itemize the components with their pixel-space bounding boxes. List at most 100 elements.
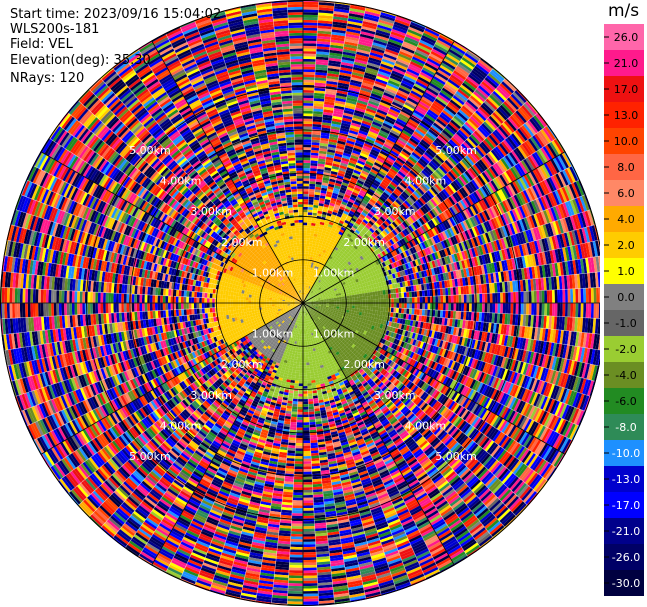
ppi-cell [317, 22, 333, 27]
ppi-cell [334, 153, 343, 158]
ppi-cell [440, 303, 444, 311]
ppi-cell [596, 303, 600, 319]
ppi-cell [320, 187, 328, 192]
ppi-cell [347, 92, 359, 98]
ppi-cell [356, 179, 365, 185]
ppi-cell [317, 158, 326, 162]
ppi-cell [303, 290, 305, 293]
ppi-cell [322, 241, 327, 245]
ppi-cell [502, 292, 506, 303]
ppi-cell [391, 303, 394, 308]
ppi-cell [317, 25, 333, 30]
ppi-cell [374, 80, 387, 88]
ppi-cell [434, 73, 448, 84]
ppi-cell [370, 168, 379, 175]
ppi-cell [307, 288, 309, 291]
ppi-cell [328, 138, 338, 143]
ppi-cell [305, 295, 307, 299]
ppi-cell [384, 87, 398, 95]
ppi-cell [311, 139, 321, 143]
ppi-cell [324, 244, 329, 249]
ppi-cell [398, 87, 411, 95]
ppi-cell [358, 155, 368, 161]
ppi-cell [572, 303, 576, 318]
ppi-cell [366, 158, 375, 165]
ppi-cell [528, 291, 532, 303]
ppi-cell [407, 139, 418, 148]
ppi-cell [348, 87, 361, 93]
ppi-cell [343, 231, 349, 236]
ppi-cell [368, 200, 375, 207]
ppi-cell [383, 176, 392, 184]
ppi-cell [309, 175, 317, 180]
ppi-cell [314, 271, 317, 275]
ppi-cell [346, 186, 354, 192]
ppi-cell [334, 100, 346, 105]
ppi-cell [327, 210, 333, 215]
ppi-cell [389, 131, 400, 139]
ppi-cell [396, 297, 400, 303]
ppi-cell [360, 201, 367, 208]
ppi-cell [368, 54, 383, 61]
ppi-cell [452, 42, 468, 53]
ppi-cell [354, 142, 364, 148]
ppi-cell [341, 201, 348, 206]
ppi-cell [471, 294, 475, 303]
ppi-cell [326, 228, 331, 233]
ppi-cell [427, 84, 441, 94]
ppi-cell [392, 145, 403, 153]
ppi-cell [315, 56, 329, 61]
ppi-cell [356, 46, 371, 53]
ppi-cell [325, 231, 330, 236]
ppi-cell [303, 17, 318, 21]
ppi-cell [393, 21, 410, 30]
ppi-cell [392, 163, 401, 171]
ppi-cell [303, 56, 316, 60]
ppi-cell [412, 53, 427, 63]
ppi-cell [319, 140, 329, 144]
ppi-cell [303, 103, 314, 106]
ppi-cell [411, 56, 426, 65]
ppi-cell [345, 217, 352, 223]
ppi-cell [312, 270, 316, 274]
ppi-cell [374, 159, 384, 166]
ppi-cell [410, 58, 425, 67]
ppi-cell [385, 84, 399, 92]
ppi-cell [345, 31, 361, 37]
ppi-cell [312, 124, 322, 128]
ppi-cell [313, 231, 319, 235]
ppi-cell [385, 115, 397, 123]
ppi-cell [311, 147, 320, 151]
ppi-cell [426, 289, 431, 297]
ppi-cell [497, 303, 501, 314]
ppi-cell [341, 59, 355, 65]
ppi-cell [312, 241, 316, 245]
ppi-cell [577, 288, 581, 303]
ppi-cell [303, 232, 307, 236]
ppi-cell [303, 165, 311, 169]
ppi-cell [303, 297, 305, 301]
ppi-cell [310, 233, 314, 237]
ppi-cell [351, 308, 355, 312]
ppi-cell [310, 162, 318, 167]
ppi-cell [303, 292, 305, 296]
ppi-cell [422, 296, 426, 303]
ppi-cell [303, 266, 305, 270]
ppi-cell [364, 72, 377, 79]
ppi-cell [359, 305, 363, 310]
ppi-cell [309, 168, 318, 172]
ppi-cell [367, 292, 371, 297]
ppi-cell [325, 88, 337, 93]
ppi-cell [339, 130, 349, 135]
ppi-cell [371, 146, 381, 153]
ppi-cell [314, 87, 326, 92]
ppi-cell [315, 272, 319, 276]
ppi-cell [358, 290, 362, 295]
ppi-cell [303, 167, 311, 171]
ppi-cell [337, 82, 350, 88]
ppi-cell [337, 170, 346, 175]
ppi-cell [431, 48, 446, 58]
ppi-cell [331, 211, 338, 216]
ppi-cell [326, 73, 340, 78]
ppi-cell [306, 277, 309, 281]
